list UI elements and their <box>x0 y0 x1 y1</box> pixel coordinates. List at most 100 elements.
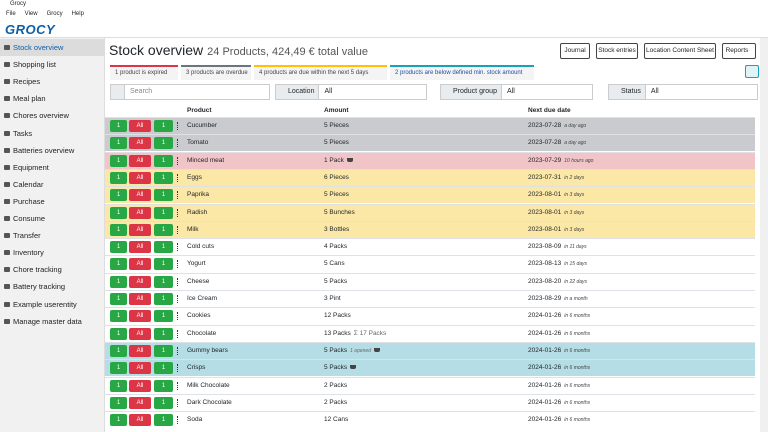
action-button[interactable]: 1 <box>110 293 127 305</box>
row-menu[interactable] <box>177 277 179 286</box>
header-button[interactable]: Stock entries <box>596 43 638 59</box>
product-name[interactable]: Ice Cream <box>187 295 217 302</box>
row-menu[interactable] <box>177 416 179 425</box>
menu-item[interactable]: Grocy <box>46 11 63 17</box>
logo[interactable]: GROCY <box>5 22 56 37</box>
product-name[interactable]: Cold cuts <box>187 243 215 251</box>
action-button[interactable]: All <box>129 396 151 409</box>
product-name[interactable]: Cookies <box>187 312 211 320</box>
product-name[interactable]: Milk Chocolate <box>187 381 230 389</box>
header-button[interactable]: Location Content Sheet <box>644 43 716 59</box>
action-button[interactable]: 1 <box>110 223 127 236</box>
action-button[interactable]: All <box>129 120 151 132</box>
action-button[interactable]: 1 <box>110 120 127 132</box>
row-menu[interactable] <box>177 225 179 234</box>
product-name[interactable]: Tomato <box>187 139 209 147</box>
action-button[interactable]: All <box>129 137 151 150</box>
nav-item[interactable]: Shopping list <box>0 56 105 73</box>
action-button[interactable]: All <box>129 223 151 236</box>
action-button[interactable]: All <box>129 327 151 340</box>
status-badge[interactable]: 2 products are below defined min. stock … <box>390 65 534 80</box>
nav-item[interactable]: Equipment <box>0 159 105 176</box>
action-button[interactable]: 1 <box>110 327 127 340</box>
filter-select[interactable]: Location All <box>275 84 427 100</box>
row-menu[interactable] <box>177 329 179 338</box>
action-button[interactable]: 1 <box>154 362 173 375</box>
nav-item[interactable]: Purchase <box>0 193 105 210</box>
row-menu[interactable] <box>177 398 179 407</box>
action-button[interactable]: 1 <box>110 171 127 184</box>
product-name[interactable]: Cheese <box>187 277 210 285</box>
action-button[interactable]: All <box>129 241 151 254</box>
action-button[interactable]: 1 <box>154 396 173 409</box>
header-button[interactable]: Reports <box>722 43 756 59</box>
action-button[interactable]: 1 <box>154 310 173 323</box>
action-button[interactable]: All <box>129 310 151 323</box>
toggle-button[interactable] <box>745 65 759 78</box>
action-button[interactable]: All <box>129 206 151 219</box>
nav-item[interactable]: Manage master data <box>0 313 105 330</box>
column-header[interactable]: Amount <box>324 107 349 114</box>
product-name[interactable]: Soda <box>187 416 203 424</box>
action-button[interactable]: 1 <box>110 275 127 288</box>
action-button[interactable]: 1 <box>154 258 173 271</box>
nav-item[interactable]: Batteries overview <box>0 142 105 159</box>
search-box[interactable]: Search <box>110 84 270 100</box>
row-menu[interactable] <box>177 139 179 148</box>
action-button[interactable]: All <box>129 362 151 375</box>
scrollbar[interactable] <box>760 38 768 432</box>
product-name[interactable]: Eggs <box>187 173 202 181</box>
action-button[interactable]: All <box>129 414 151 427</box>
action-button[interactable]: 1 <box>154 414 173 427</box>
action-button[interactable]: 1 <box>154 120 173 132</box>
header-button[interactable]: Journal <box>560 43 590 59</box>
action-button[interactable]: 1 <box>154 171 173 184</box>
action-button[interactable]: 1 <box>110 310 127 323</box>
nav-item[interactable]: Stock overview <box>0 39 105 56</box>
row-menu[interactable] <box>177 295 179 303</box>
row-menu[interactable] <box>177 191 179 200</box>
action-button[interactable]: 1 <box>110 258 127 271</box>
menu-item[interactable]: Help <box>71 11 84 17</box>
action-button[interactable]: 1 <box>154 154 173 167</box>
action-button[interactable]: 1 <box>110 241 127 254</box>
row-menu[interactable] <box>177 173 179 182</box>
action-button[interactable]: 1 <box>154 344 173 357</box>
action-button[interactable]: All <box>129 344 151 357</box>
action-button[interactable]: 1 <box>110 154 127 167</box>
action-button[interactable]: 1 <box>154 379 173 392</box>
action-button[interactable]: 1 <box>154 206 173 219</box>
row-menu[interactable] <box>177 208 179 217</box>
product-name[interactable]: Gummy bears <box>187 346 228 354</box>
action-button[interactable]: 1 <box>110 137 127 150</box>
row-menu[interactable] <box>177 364 179 373</box>
row-menu[interactable] <box>177 122 179 130</box>
action-button[interactable]: All <box>129 154 151 167</box>
product-name[interactable]: Dark Chocolate <box>187 398 232 406</box>
nav-item[interactable]: Transfer <box>0 227 105 244</box>
product-name[interactable]: Yogurt <box>187 260 206 268</box>
product-name[interactable]: Milk <box>187 225 199 233</box>
nav-item[interactable]: Inventory <box>0 244 105 261</box>
filter-select[interactable]: Product group All <box>440 84 593 100</box>
nav-item[interactable]: Recipes <box>0 73 105 90</box>
action-button[interactable]: 1 <box>154 137 173 150</box>
row-menu[interactable] <box>177 312 179 321</box>
nav-item[interactable]: Chore tracking <box>0 261 105 278</box>
product-name[interactable]: Cucumber <box>187 122 217 129</box>
action-button[interactable]: All <box>129 171 151 184</box>
nav-item[interactable]: Consume <box>0 210 105 227</box>
nav-item[interactable]: Meal plan <box>0 90 105 107</box>
product-name[interactable]: Radish <box>187 208 208 216</box>
action-button[interactable]: All <box>129 275 151 288</box>
product-name[interactable]: Paprika <box>187 191 210 199</box>
status-badge[interactable]: 1 product is expired <box>110 65 178 80</box>
filter-select[interactable]: Status All <box>608 84 758 100</box>
column-header[interactable]: Next due date <box>528 107 571 114</box>
nav-item[interactable]: Battery tracking <box>0 278 105 295</box>
nav-item[interactable]: Calendar <box>0 176 105 193</box>
row-menu[interactable] <box>177 346 179 355</box>
action-button[interactable]: 1 <box>110 206 127 219</box>
action-button[interactable]: 1 <box>154 327 173 340</box>
action-button[interactable]: 1 <box>110 362 127 375</box>
